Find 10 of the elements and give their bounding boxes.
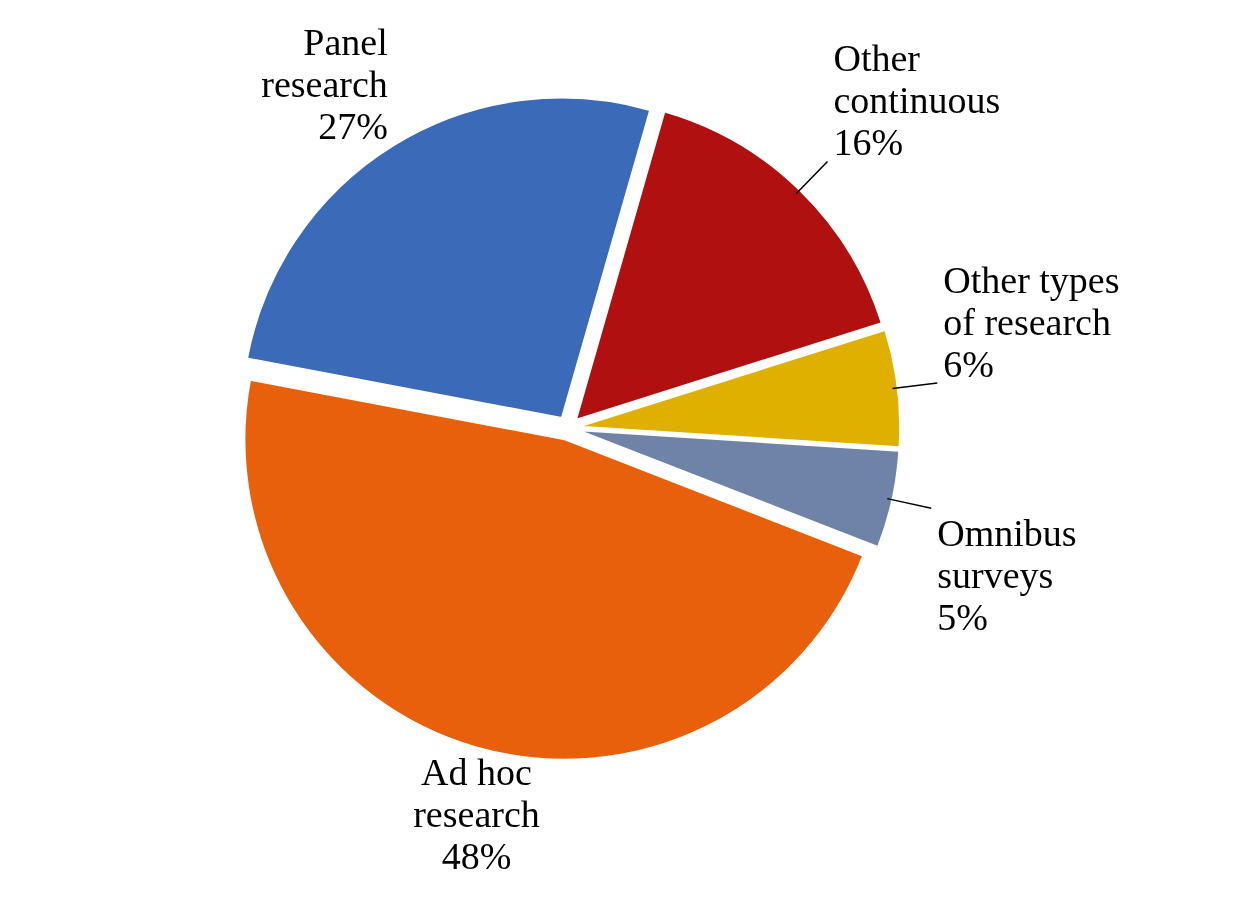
slice-label: Other types of research xyxy=(943,259,1120,344)
slice-label: Ad hoc research xyxy=(413,751,540,836)
data-label: 27% xyxy=(318,105,388,148)
slice-label: Omnibus surveys xyxy=(937,512,1077,597)
data-label: 48% xyxy=(441,835,512,878)
data-label: 16% xyxy=(833,121,904,164)
slice-label: Other continuous xyxy=(833,37,1001,122)
data-label: 5% xyxy=(937,596,988,639)
data-label: 6% xyxy=(943,343,994,386)
slice-label: Panel research xyxy=(261,21,388,106)
